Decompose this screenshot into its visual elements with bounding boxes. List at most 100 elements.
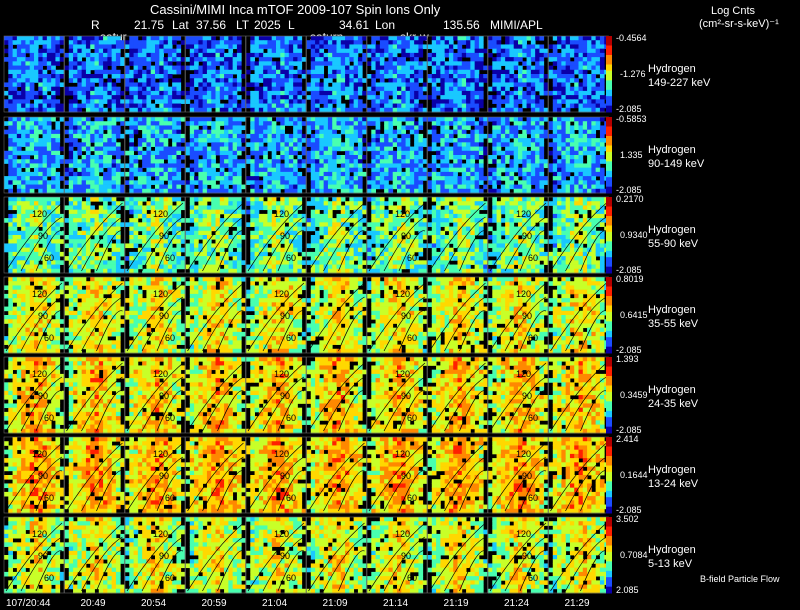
flux-cell [13, 147, 18, 152]
flux-cell [25, 61, 30, 66]
flux-cell [440, 40, 445, 45]
flux-cell [181, 235, 186, 240]
flux-cell [164, 201, 169, 206]
flux-cell [358, 91, 363, 96]
flux-cell [17, 121, 22, 126]
flux-cell [574, 125, 579, 130]
flux-cell [518, 74, 523, 79]
flux-cell [30, 201, 35, 206]
flux-cell [600, 117, 605, 122]
flux-cell [216, 99, 221, 104]
flux-cell [164, 197, 169, 202]
flux-cell [324, 125, 329, 130]
flux-cell [414, 36, 419, 41]
flux-cell [280, 172, 285, 177]
flux-cell [514, 66, 519, 71]
flux-cell [181, 57, 186, 62]
flux-cell [190, 74, 195, 79]
flux-cell [393, 117, 398, 122]
flux-cell [285, 74, 290, 79]
flux-cell [492, 99, 497, 104]
flux-cell [8, 134, 13, 139]
flux-cell [497, 163, 502, 168]
flux-cell [220, 49, 225, 54]
flux-cell [349, 130, 354, 135]
flux-cell [410, 61, 415, 66]
flux-cell [341, 82, 346, 87]
flux-cell [579, 168, 584, 173]
flux-cell [116, 74, 121, 79]
flux-cell [176, 172, 181, 177]
flux-cell [99, 87, 104, 92]
flux-cell [107, 95, 112, 100]
flux-cell [30, 44, 35, 49]
flux-cell [38, 87, 43, 92]
flux-cell [522, 159, 527, 164]
flux-cell [285, 163, 290, 168]
flux-cell [181, 134, 186, 139]
flux-cell [43, 117, 48, 122]
flux-cell [505, 138, 510, 143]
flux-cell [475, 134, 480, 139]
flux-cell [103, 201, 108, 206]
flux-cell [168, 117, 173, 122]
flux-cell [574, 40, 579, 45]
flux-cell [522, 163, 527, 168]
flux-cell [436, 74, 441, 79]
flux-cell [393, 134, 398, 139]
flux-cell [600, 130, 605, 135]
flux-cell [596, 142, 601, 147]
flux-cell [410, 74, 415, 79]
flux-cell [458, 142, 463, 147]
flux-cell [13, 121, 18, 126]
flux-cell [224, 180, 229, 185]
flux-cell [112, 134, 117, 139]
flux-cell [349, 49, 354, 54]
flux-cell [164, 125, 169, 130]
flux-cell [13, 53, 18, 58]
flux-cell [220, 134, 225, 139]
flux-cell [514, 121, 519, 126]
flux-cell [276, 66, 281, 71]
flux-cell [418, 53, 423, 58]
flux-cell [176, 99, 181, 104]
flux-cell [82, 91, 87, 96]
colorbar-swatch [606, 152, 612, 156]
flux-cell [17, 218, 22, 223]
flux-cell [246, 70, 251, 75]
flux-cell [69, 185, 74, 190]
flux-cell [207, 40, 212, 45]
flux-cell [90, 176, 95, 181]
flux-cell [449, 78, 454, 83]
flux-cell [354, 49, 359, 54]
flux-cell [151, 163, 156, 168]
flux-cell [297, 44, 302, 49]
flux-cell [21, 70, 26, 75]
flux-cell [116, 239, 121, 244]
flux-cell [129, 121, 134, 126]
flux-cell [151, 168, 156, 173]
flux-cell [401, 185, 406, 190]
flux-cell [470, 82, 475, 87]
flux-cell [203, 159, 208, 164]
flux-cell [445, 95, 450, 100]
flux-cell [34, 222, 39, 227]
flux-cell [432, 121, 437, 126]
flux-cell [155, 201, 160, 206]
flux-cell [401, 159, 406, 164]
flux-cell [492, 185, 497, 190]
flux-cell [129, 82, 134, 87]
flux-cell [401, 99, 406, 104]
flux-cell [483, 134, 488, 139]
flux-cell [311, 185, 316, 190]
flux-cell [470, 151, 475, 156]
flux-cell [341, 66, 346, 71]
flux-cell [95, 53, 100, 58]
flux-cell [69, 49, 74, 54]
flux-cell [220, 104, 225, 109]
flux-cell [220, 36, 225, 41]
flux-cell [380, 138, 385, 143]
flux-cell [436, 155, 441, 160]
flux-cell [332, 151, 337, 156]
flux-cell [349, 95, 354, 100]
